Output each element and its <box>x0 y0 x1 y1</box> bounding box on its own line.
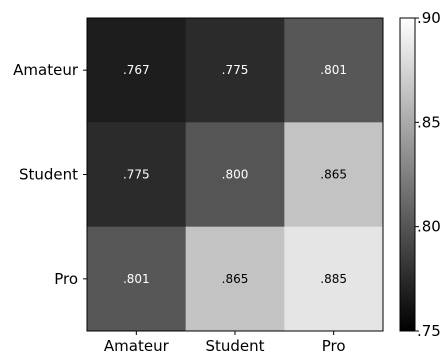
x-tick-label: Student <box>205 337 264 355</box>
heatmap-cell <box>87 18 187 123</box>
cell-value-label: .865 <box>222 272 249 286</box>
colorbar-tick-label: .75 <box>417 322 441 340</box>
y-tick-label: Student <box>19 166 78 184</box>
cell-value-label: .801 <box>320 63 347 77</box>
colorbar-tick-label: .85 <box>417 113 441 131</box>
heatmap-cell <box>284 122 384 228</box>
heatmap-cell <box>87 122 187 228</box>
heatmap-cell <box>185 18 285 123</box>
heatmap-cell <box>284 18 384 123</box>
y-tick-label: Pro <box>54 270 78 288</box>
x-tick-label: Pro <box>322 337 346 355</box>
column-labels: Amateur Student Pro <box>104 331 346 355</box>
cell-value-label: .775 <box>222 63 249 77</box>
y-tick-label: Amateur <box>13 61 79 79</box>
heatmap-cell-labels: .767 .775 .801 .775 .800 .865 .801 .865 .885 <box>123 63 347 286</box>
cell-value-label: .800 <box>222 168 249 182</box>
heatmap-cell <box>87 226 187 332</box>
heatmap-cells <box>86 17 384 332</box>
heatmap-cell <box>185 122 285 228</box>
cell-value-label: .767 <box>123 63 150 77</box>
x-tick-label: Amateur <box>104 337 170 355</box>
colorbar-tick-label: .80 <box>417 218 441 236</box>
heatmap-cell <box>185 226 285 332</box>
colorbar: .75 .80 .85 .90 <box>399 9 441 340</box>
cell-value-label: .775 <box>123 168 150 182</box>
colorbar-tick-label: .90 <box>417 9 441 27</box>
cell-value-label: .885 <box>320 272 347 286</box>
cell-value-label: .865 <box>320 168 347 182</box>
heatmap-cell <box>284 226 384 332</box>
cell-value-label: .801 <box>123 272 150 286</box>
row-labels: Amateur Student Pro <box>13 61 87 288</box>
colorbar-gradient <box>399 17 416 332</box>
